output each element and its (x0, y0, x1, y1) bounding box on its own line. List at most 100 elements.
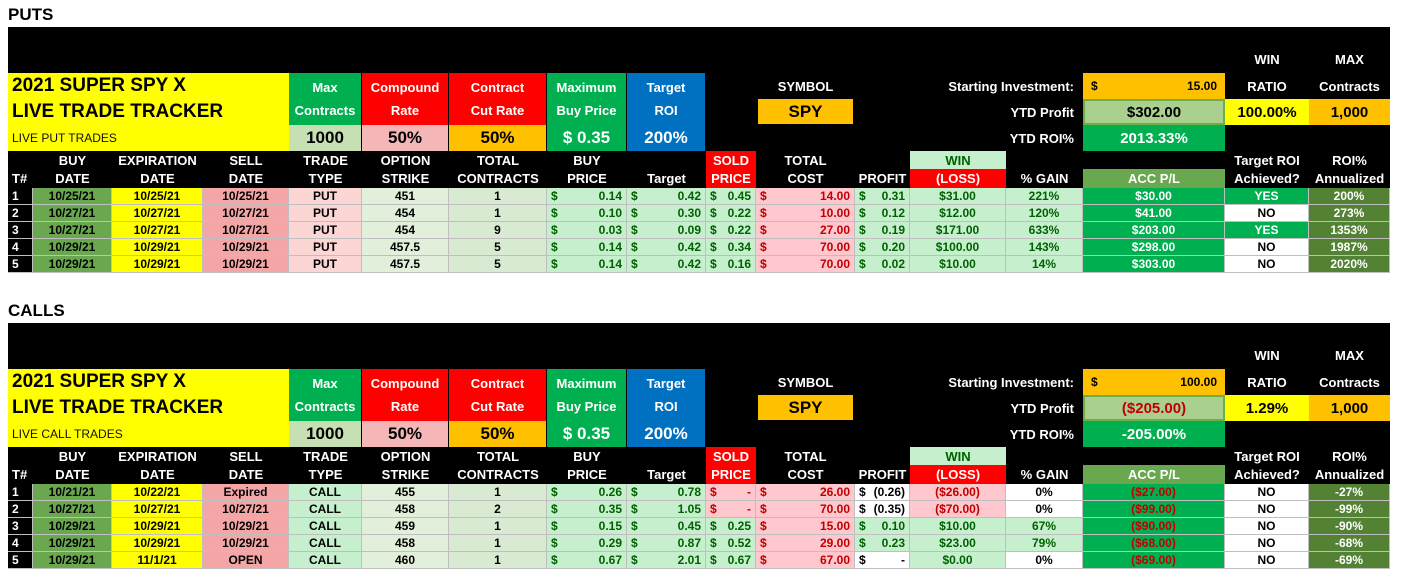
currency: $ (710, 189, 717, 203)
cell: $303.00 (1083, 256, 1225, 273)
currency: $ (551, 485, 558, 499)
max-contracts: 1,000 (1309, 395, 1390, 421)
cell: $0.10 (855, 518, 910, 535)
column-header: ACC P/L (1083, 465, 1225, 484)
cell: $0.26 (547, 484, 627, 501)
cell: 0% (1006, 552, 1083, 569)
setting-value: 50% (362, 421, 449, 447)
cell: $171.00 (910, 222, 1006, 239)
currency: $ (551, 257, 558, 271)
setting-label: Maximum Buy Price (547, 73, 627, 125)
currency: $ (859, 189, 866, 203)
currency: $ (551, 502, 558, 516)
currency: $ (1091, 375, 1098, 389)
setting-label-line: Maximum (556, 80, 617, 95)
win-ratio-label: RATIO (1247, 78, 1287, 94)
amount: 70.00 (819, 257, 850, 271)
cell: 1 (8, 188, 33, 205)
cell: $0.34 (706, 239, 756, 256)
cell: 5 (449, 239, 547, 256)
cell: ($90.00) (1083, 518, 1225, 535)
win-ratio-label: WIN (1254, 52, 1280, 67)
cell: $0.45 (627, 518, 706, 535)
amount: 0.45 (677, 519, 701, 533)
currency: $ (760, 189, 767, 203)
column-header: DATE (55, 467, 90, 482)
column-header: EXPIRATION (118, 448, 197, 464)
cell: $0.20 (855, 239, 910, 256)
currency: $ (551, 519, 558, 533)
ytd-profit: ($205.00) (1083, 395, 1225, 421)
cell: 5 (8, 256, 33, 273)
cell: $ (0.26) (855, 484, 910, 501)
cell: $0.67 (706, 552, 756, 569)
cell: 10/25/21 (33, 188, 112, 205)
cell: 10/29/21 (203, 535, 289, 552)
amount: 0.14 (598, 240, 622, 254)
cell: 5 (449, 256, 547, 273)
currency: $ (631, 189, 638, 203)
cell: 5 (8, 552, 33, 569)
cell: $0.02 (855, 256, 910, 273)
amount: 0.52 (727, 536, 751, 550)
cell: -99% (1309, 501, 1390, 518)
setting-label: Maximum Buy Price (547, 369, 627, 421)
cell: $27.00 (756, 222, 855, 239)
setting-label-line: Contracts (294, 399, 356, 414)
column-header: SOLD (706, 151, 756, 169)
cell: 460 (362, 552, 449, 569)
cell: 0% (1006, 501, 1083, 518)
column-header: DATE (140, 467, 175, 482)
cell: 11/1/21 (112, 552, 203, 569)
cell: 459 (362, 518, 449, 535)
amount: 0.12 (881, 206, 905, 220)
column-header: BUY (58, 152, 87, 168)
cell: 273% (1309, 205, 1390, 222)
cell: 2 (8, 205, 33, 222)
amount: 29.00 (819, 536, 850, 550)
cell: $0.78 (627, 484, 706, 501)
currency: $ (859, 519, 866, 533)
currency: $ (631, 519, 638, 533)
currency: $ (859, 536, 866, 550)
column-header: Achieved? (1234, 467, 1300, 482)
currency: $ (859, 502, 866, 516)
amount: 0.31 (881, 189, 905, 203)
tracker-block (8, 73, 289, 151)
cell: 1987% (1309, 239, 1390, 256)
setting-value: 50% (449, 421, 547, 447)
cell: $0.03 (547, 222, 627, 239)
column-header: Target (647, 467, 686, 482)
cell: $0.52 (706, 535, 756, 552)
setting-label: Target ROI (627, 369, 706, 421)
max-contracts-label: Contracts (1319, 78, 1380, 94)
currency: $ (631, 223, 638, 237)
win-ratio: 100.00% (1225, 99, 1309, 125)
ytd-profit-label: YTD Profit (1010, 104, 1074, 120)
cell: 0% (1006, 484, 1083, 501)
column-header: Annualized (1314, 171, 1385, 186)
currency: $ (710, 240, 717, 254)
cell: 143% (1006, 239, 1083, 256)
column-header: TOTAL (784, 152, 827, 168)
currency: $ (631, 257, 638, 271)
currency: $ (551, 223, 558, 237)
amount: 0.42 (677, 240, 701, 254)
currency: $ (1091, 79, 1098, 93)
amount: 0.67 (598, 553, 622, 567)
symbol-label: SYMBOL (777, 78, 834, 94)
column-header: (LOSS) (910, 169, 1006, 188)
cell: PUT (289, 188, 362, 205)
setting-label-line: ROI (654, 399, 678, 414)
cell: $0.19 (855, 222, 910, 239)
cell: ($27.00) (1083, 484, 1225, 501)
cell: $0.14 (547, 239, 627, 256)
cell: CALL (289, 552, 362, 569)
cell: $0.14 (547, 188, 627, 205)
cell: 1 (8, 484, 33, 501)
setting-label-line: Compound (370, 376, 440, 391)
cell: 10/27/21 (112, 222, 203, 239)
cell: $0.16 (706, 256, 756, 273)
column-header: TYPE (308, 171, 343, 186)
